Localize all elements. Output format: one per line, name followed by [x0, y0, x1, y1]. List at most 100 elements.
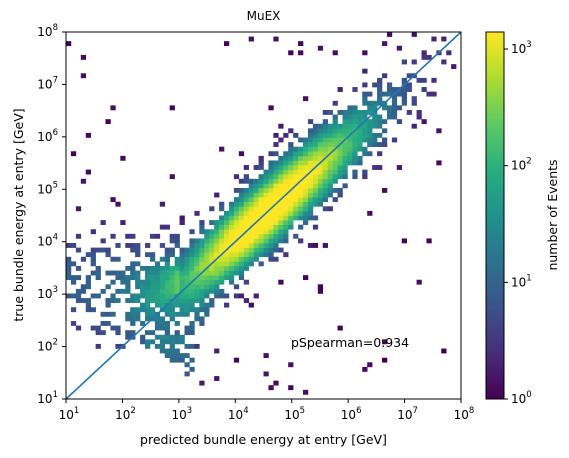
heatmap-cell: [199, 265, 205, 271]
heatmap-cell: [174, 298, 180, 303]
heatmap-cell: [233, 174, 240, 180]
heatmap-cell: [204, 293, 210, 299]
heatmap-cell: [149, 288, 156, 294]
heatmap-cell: [396, 165, 403, 170]
heatmap-cell: [214, 229, 220, 235]
heatmap-cell: [130, 233, 136, 239]
heatmap-cell: [219, 275, 225, 281]
heatmap-cell: [253, 165, 259, 170]
heatmap-cell: [367, 132, 373, 138]
heatmap-cell: [411, 96, 417, 102]
heatmap-cell: [243, 265, 249, 271]
heatmap-cell: [130, 311, 136, 317]
heatmap-cell: [307, 183, 314, 189]
heatmap-cell: [322, 174, 328, 180]
heatmap-cell: [268, 210, 274, 216]
heatmap-cell: [307, 119, 314, 125]
heatmap-cell: [184, 261, 190, 267]
tick-label: 104: [37, 233, 58, 249]
tick-label: 105: [284, 406, 305, 422]
heatmap-cell: [209, 243, 215, 248]
heatmap-cell: [70, 151, 77, 157]
heatmap-cell: [169, 307, 175, 313]
heatmap-cell: [263, 174, 269, 180]
heatmap-cell: [174, 279, 180, 285]
heatmap-cell: [288, 183, 294, 189]
heatmap-cell: [194, 307, 200, 313]
heatmap-cell: [283, 197, 289, 203]
heatmap-cell: [352, 119, 358, 125]
heatmap-cell: [199, 380, 205, 386]
heatmap-cell: [352, 142, 358, 147]
heatmap-cell: [298, 210, 304, 216]
heatmap-cell: [352, 109, 358, 115]
heatmap-cell: [337, 192, 343, 198]
heatmap-cell: [332, 165, 338, 170]
heatmap-cell: [268, 192, 274, 198]
heatmap-cell: [317, 183, 324, 189]
heatmap-cell: [243, 261, 249, 267]
heatmap-cell: [149, 265, 156, 271]
heatmap-cell: [209, 284, 215, 290]
heatmap-cell: [248, 261, 254, 267]
heatmap-cell: [145, 302, 151, 308]
heatmap-cell: [293, 160, 299, 166]
heatmap-cell: [278, 183, 284, 189]
heatmap-cell: [184, 302, 190, 308]
heatmap-cell: [169, 343, 175, 349]
heatmap-cell: [154, 334, 161, 340]
heatmap-cell: [184, 330, 190, 336]
heatmap-cell: [90, 256, 96, 262]
heatmap-cell: [248, 210, 254, 216]
heatmap-cell: [258, 160, 264, 166]
heatmap-cell: [135, 316, 141, 322]
heatmap-cell: [194, 316, 200, 322]
tick-label: 102: [511, 157, 532, 173]
heatmap-cell: [164, 270, 170, 276]
heatmap-cell: [342, 142, 348, 147]
heatmap-cell: [120, 279, 126, 285]
heatmap-cell: [85, 298, 91, 303]
heatmap-cell: [214, 265, 220, 271]
heatmap-cell: [214, 243, 220, 248]
heatmap-cell: [446, 50, 452, 56]
heatmap-cell: [80, 178, 87, 184]
heatmap-cell: [85, 132, 91, 138]
heatmap-cell: [278, 137, 284, 143]
heatmap-cell: [337, 137, 343, 143]
heatmap-cell: [391, 109, 398, 115]
heatmap-cell: [327, 183, 333, 189]
heatmap-cell: [253, 224, 259, 230]
heatmap-cell: [238, 243, 245, 248]
heatmap-cell: [332, 174, 338, 180]
heatmap-cell: [372, 142, 378, 147]
heatmap-cell: [441, 36, 447, 42]
heatmap-cell: [174, 348, 180, 354]
heatmap-cell: [367, 137, 373, 143]
heatmap-cell: [377, 87, 383, 92]
heatmap-cell: [224, 265, 230, 271]
heatmap-cell: [327, 109, 333, 115]
heatmap-cell: [224, 215, 230, 221]
heatmap-cell: [411, 59, 417, 65]
heatmap-cell: [258, 201, 264, 207]
heatmap-cell: [243, 238, 249, 244]
heatmap-cell: [253, 233, 259, 239]
heatmap-cell: [317, 192, 324, 198]
heatmap-cell: [288, 142, 294, 147]
heatmap-cell: [110, 298, 116, 303]
heatmap-cell: [268, 247, 274, 253]
heatmap-cell: [159, 256, 166, 262]
heatmap-cell: [253, 187, 259, 193]
heatmap-cell: [322, 178, 328, 184]
heatmap-cell: [377, 77, 383, 83]
heatmap-cell: [154, 279, 161, 285]
heatmap-cell: [312, 197, 319, 203]
heatmap-cell: [258, 174, 264, 180]
heatmap-cell: [303, 201, 309, 207]
heatmap-cell: [253, 293, 259, 299]
heatmap-cell: [317, 137, 324, 143]
heatmap-cell: [90, 325, 96, 331]
heatmap-cell: [145, 279, 151, 285]
heatmap-cell: [204, 311, 210, 317]
